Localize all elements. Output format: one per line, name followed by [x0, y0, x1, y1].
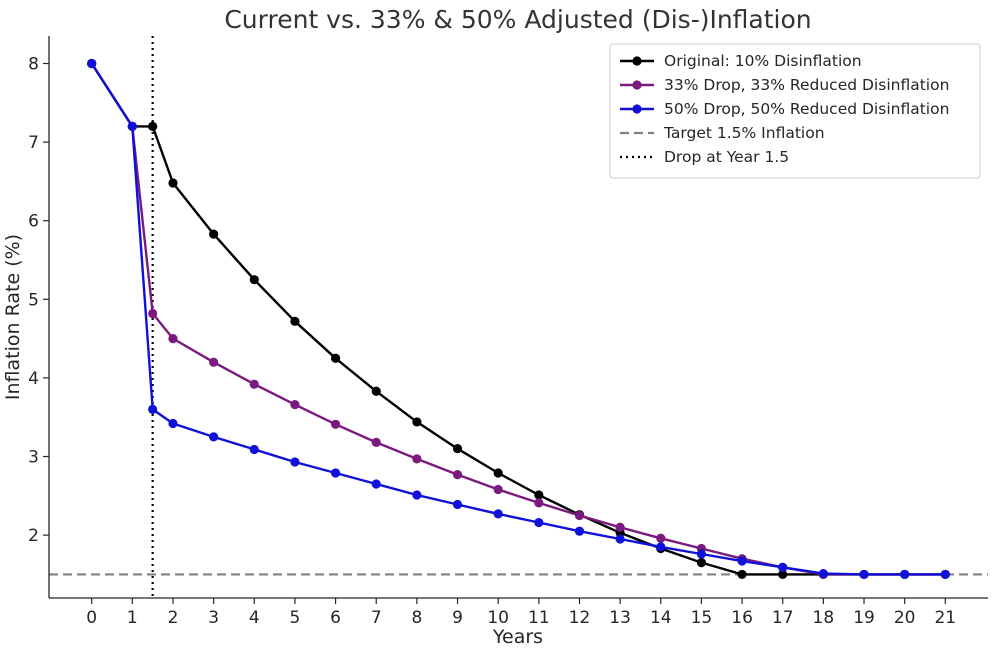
- legend-box: [609, 43, 981, 179]
- drop-50-series-point: [168, 418, 178, 429]
- original-series-point: [412, 417, 422, 427]
- x-tick-label: 18: [813, 608, 835, 628]
- reference-lines: [49, 36, 988, 598]
- drop-50-series-point: [249, 444, 259, 455]
- x-tick-label: 15: [691, 608, 713, 628]
- x-axis-label: Years: [492, 626, 543, 648]
- drop-50-series-point: [737, 556, 747, 566]
- x-tick-label: 11: [528, 608, 550, 628]
- drop-50-series-point: [818, 569, 828, 579]
- drop-33-series-point: [209, 357, 219, 367]
- original-series-point: [696, 558, 707, 568]
- drop-33-series-point: [493, 484, 503, 495]
- drop-50-series-point: [778, 562, 788, 572]
- drop-50-series-point: [940, 569, 950, 580]
- legend-swatch-marker: [632, 80, 642, 90]
- legend: Original: 10% Disinflation 33% Drop, 33% …: [609, 43, 981, 179]
- y-ticks: 2 3 4 5 6 7 8: [28, 55, 49, 546]
- x-tick-label: 13: [609, 608, 631, 628]
- x-tick-label: 9: [452, 608, 463, 628]
- x-tick-label: 20: [894, 608, 916, 628]
- original-series-point: [737, 569, 747, 580]
- legend-label: Target 1.5% Inflation: [663, 124, 825, 142]
- legend-swatch-marker: [632, 104, 642, 114]
- drop-33-series-point: [412, 454, 422, 464]
- y-tick-label: 5: [28, 290, 39, 310]
- x-tick-label: 10: [487, 608, 509, 628]
- drop-50-series-point: [412, 490, 422, 500]
- drop-50-series-point: [493, 509, 503, 519]
- drop-50-series-point: [656, 542, 666, 552]
- drop-33-series-point: [290, 400, 300, 410]
- axes: [48, 36, 988, 599]
- x-ticks: 0 1 2 3 4 5 6 7 8 9 10 11 12 13 14 15 16 17 18 19 20 21: [86, 598, 956, 628]
- x-tick-label: 14: [650, 608, 672, 628]
- original-series-point: [249, 275, 259, 285]
- drop-33-series-point: [615, 522, 625, 532]
- y-tick-label: 2: [28, 526, 39, 546]
- original-series-point: [209, 229, 219, 239]
- x-tick-label: 5: [290, 608, 301, 628]
- drop-50-series-point: [209, 432, 219, 442]
- drop-33-series-point: [330, 419, 341, 429]
- drop-33-series-point: [534, 498, 544, 508]
- x-tick-label: 6: [330, 608, 341, 628]
- drop-33-series-point: [168, 334, 178, 344]
- x-tick-label: 12: [569, 608, 591, 628]
- x-tick-label: 17: [772, 608, 794, 628]
- drop-33-series-point: [371, 437, 381, 447]
- drop-50-series-point: [452, 499, 463, 510]
- original-series-point: [168, 178, 178, 188]
- original-series-point: [148, 121, 158, 131]
- y-tick-label: 4: [28, 369, 39, 389]
- x-tick-label: 16: [731, 608, 753, 628]
- drop-50-series-point: [330, 468, 341, 478]
- legend-label: Original: 10% Disinflation: [664, 52, 862, 70]
- drop-50-series-point: [615, 534, 625, 544]
- x-tick-label: 7: [371, 608, 382, 628]
- x-tick-label: 8: [411, 608, 422, 628]
- drop-50-series-point: [290, 457, 300, 467]
- legend-label: 33% Drop, 33% Reduced Disinflation: [664, 76, 949, 94]
- original-series-point: [371, 386, 381, 396]
- drop-50-series-point: [574, 526, 585, 536]
- drop-33-series-point: [249, 379, 259, 389]
- drop-33-series-point: [656, 533, 666, 543]
- y-tick-label: 3: [28, 448, 39, 468]
- legend-label: Drop at Year 1.5: [664, 148, 789, 166]
- original-series-point: [330, 353, 341, 363]
- drop-50-series-point: [859, 569, 869, 580]
- x-tick-label: 21: [934, 608, 956, 628]
- x-tick-label: 0: [86, 608, 97, 628]
- x-tick-label: 3: [208, 608, 219, 628]
- original-series-point: [493, 468, 503, 478]
- drop-50-series-point: [148, 404, 158, 414]
- drop-33-series-point: [148, 308, 158, 319]
- drop-50-series-point: [371, 479, 381, 489]
- y-tick-label: 6: [28, 212, 39, 232]
- original-series-point: [534, 490, 544, 500]
- drop-50-series-point: [87, 58, 97, 69]
- drop-50-series-point: [900, 569, 910, 580]
- y-axis-label: Inflation Rate (%): [2, 234, 24, 400]
- original-series-point: [290, 316, 300, 326]
- legend-label: 50% Drop, 50% Reduced Disinflation: [664, 100, 949, 118]
- x-tick-label: 1: [127, 608, 138, 628]
- y-tick-label: 8: [28, 55, 39, 75]
- drop-33-series-point: [452, 469, 463, 480]
- original-series-point: [452, 444, 463, 454]
- legend-swatch-marker: [632, 56, 642, 66]
- x-tick-label: 2: [168, 608, 179, 628]
- y-tick-label: 7: [28, 133, 39, 153]
- data-series: [87, 58, 950, 580]
- x-tick-label: 19: [853, 608, 875, 628]
- drop-50-series-point: [127, 121, 137, 131]
- chart-title: Current vs. 33% & 50% Adjusted (Dis-)Inf…: [224, 5, 811, 34]
- x-tick-label: 4: [249, 608, 260, 628]
- drop-33-series-point: [574, 510, 585, 521]
- drop-50-series-point: [696, 549, 707, 559]
- drop-50-series-point: [534, 517, 544, 528]
- original-series-point: [778, 569, 788, 580]
